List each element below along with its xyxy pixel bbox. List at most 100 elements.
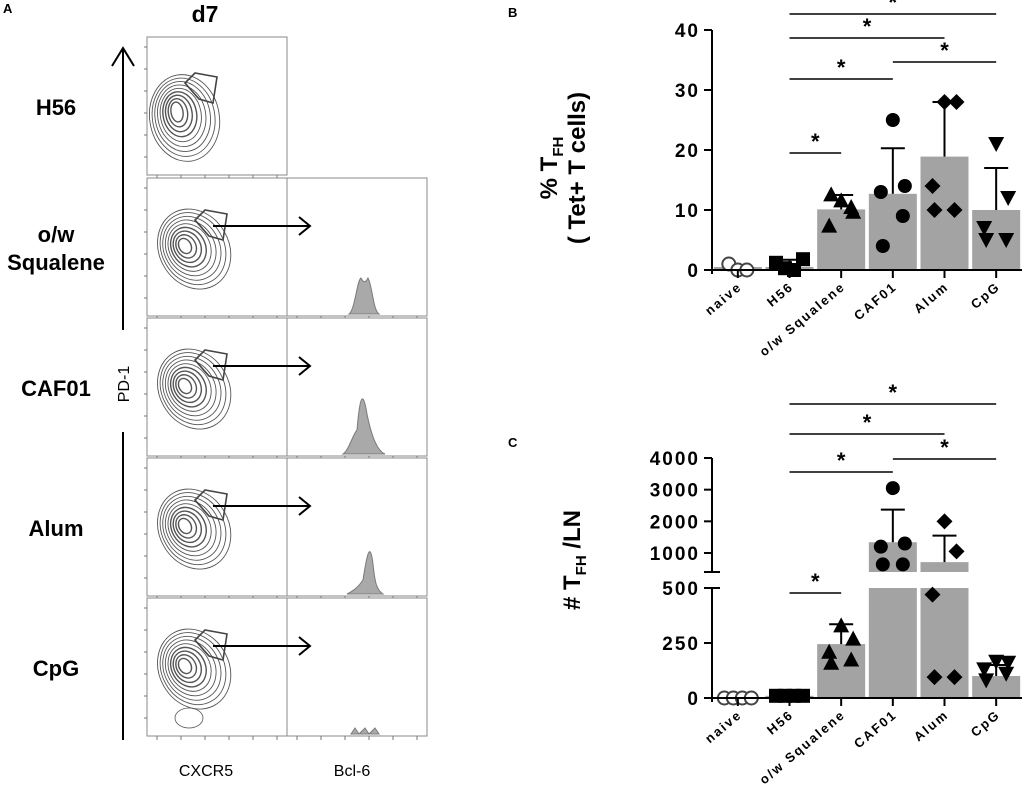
y-tick-label: 4000: [650, 449, 700, 470]
gating-arrow-head: [298, 216, 312, 236]
contour-ring: [167, 223, 212, 272]
point-cpg: [978, 673, 995, 689]
category-label-o-w-squalene: o/w Squalene: [756, 279, 848, 359]
point-caf01: [885, 481, 900, 496]
point-h56: [796, 688, 810, 703]
significance-star: *: [863, 14, 872, 39]
point-o-w-squalene: [823, 654, 840, 670]
contour-ring: [159, 212, 227, 286]
cxcr5-axis-label: CXCR5: [179, 763, 233, 780]
significance-star: *: [940, 435, 949, 460]
bar-upper-alum: [920, 562, 969, 572]
point-alum: [948, 94, 965, 110]
gating-arrow-head: [298, 496, 312, 516]
contour-ring: [169, 226, 207, 268]
contour-ring: [169, 646, 207, 688]
contour-ring: [167, 503, 212, 552]
point-caf01: [885, 113, 900, 127]
y-axis-title: % TFH: [536, 137, 567, 200]
contour-ring: [172, 650, 203, 684]
contour-ring: [174, 707, 204, 729]
row-label: Alum: [29, 516, 84, 541]
point-alum: [946, 669, 963, 686]
category-label-o-w-squalene: o/w Squalene: [756, 707, 848, 787]
category-label-caf01: CAF01: [851, 707, 900, 751]
point-alum: [926, 202, 943, 218]
significance-star: *: [889, 0, 898, 15]
row-label: Squalene: [7, 250, 105, 275]
contour-ring: [167, 97, 189, 128]
gating-arrow-head: [298, 356, 312, 376]
point-caf01: [895, 209, 910, 223]
row-o-w-squalene: o/w Squalene: [7, 177, 428, 320]
contour-ring: [162, 91, 198, 138]
bcl6-axis-label: Bcl-6: [334, 763, 371, 780]
contour-ring: [169, 366, 207, 408]
point-alum: [936, 94, 953, 110]
point-caf01: [897, 536, 912, 551]
point-caf01: [897, 179, 912, 193]
significance-star: *: [889, 380, 898, 405]
contour-ring: [162, 635, 222, 701]
row-label: CpG: [33, 656, 79, 681]
contour-ring: [172, 370, 203, 404]
point-alum: [948, 543, 965, 560]
point-alum: [936, 513, 953, 530]
contour-ring: [162, 215, 222, 281]
y-axis-title-line2: ( Tet+ T cells): [564, 92, 591, 244]
panel-letter: B: [508, 5, 517, 20]
significance-star: *: [837, 55, 846, 80]
point-cpg: [988, 137, 1005, 152]
contour-ring: [175, 374, 198, 399]
contour-ring: [177, 377, 193, 395]
category-label-alum: Alum: [911, 707, 952, 745]
significance-star: *: [837, 448, 846, 473]
point-o-w-squalene: [823, 186, 840, 202]
point-alum: [924, 586, 941, 603]
contour-ring: [175, 514, 198, 539]
contour-ring: [167, 363, 212, 412]
timepoint-label: d7: [192, 1, 219, 27]
point-o-w-squalene: [821, 643, 838, 659]
category-label-cpg: CpG: [968, 707, 1003, 740]
histogram-peak: [341, 398, 386, 455]
point-caf01: [873, 539, 888, 554]
category-label-cpg: CpG: [968, 279, 1003, 312]
point-h56: [796, 252, 810, 267]
histogram-frame: [286, 597, 428, 737]
significance-star: *: [863, 410, 872, 435]
contour-ring: [172, 510, 203, 544]
row-label: CAF01: [21, 376, 91, 401]
row-label: H56: [36, 95, 76, 120]
bar-o-w-squalene: [817, 209, 866, 270]
y-tick-label: 2000: [650, 512, 700, 533]
point-alum: [924, 178, 941, 194]
y-tick-label: 30: [675, 81, 700, 102]
point-cpg: [976, 662, 993, 678]
contour-ring: [154, 81, 211, 152]
contour-plot-frame: [146, 36, 288, 176]
y-tick-label: 0: [687, 689, 700, 710]
panel-a-letter: A: [3, 1, 13, 16]
contour-ring: [157, 84, 207, 147]
pd1-axis-arrow-head: [111, 46, 135, 67]
histogram-peak: [350, 727, 380, 735]
y-tick-label: 40: [675, 21, 700, 42]
contour-ring: [175, 654, 198, 679]
bar-cpg: [972, 210, 1021, 270]
category-label-naive: naive: [702, 707, 745, 746]
y-axis-title: # TFH /LN: [559, 510, 590, 610]
contour-ring: [170, 101, 184, 123]
gating-arrow-head: [298, 636, 312, 656]
category-label-naive: naive: [702, 279, 745, 318]
pd1-axis-label: PD-1: [116, 366, 133, 403]
contour-ring: [159, 352, 227, 426]
point-cpg: [1000, 191, 1017, 206]
row-cpg: CpG: [33, 597, 428, 740]
point-alum: [946, 202, 963, 218]
bar-cpg: [972, 676, 1021, 698]
y-tick-label: 10: [675, 201, 700, 222]
point-cpg: [998, 666, 1015, 682]
point-cpg: [988, 654, 1005, 670]
